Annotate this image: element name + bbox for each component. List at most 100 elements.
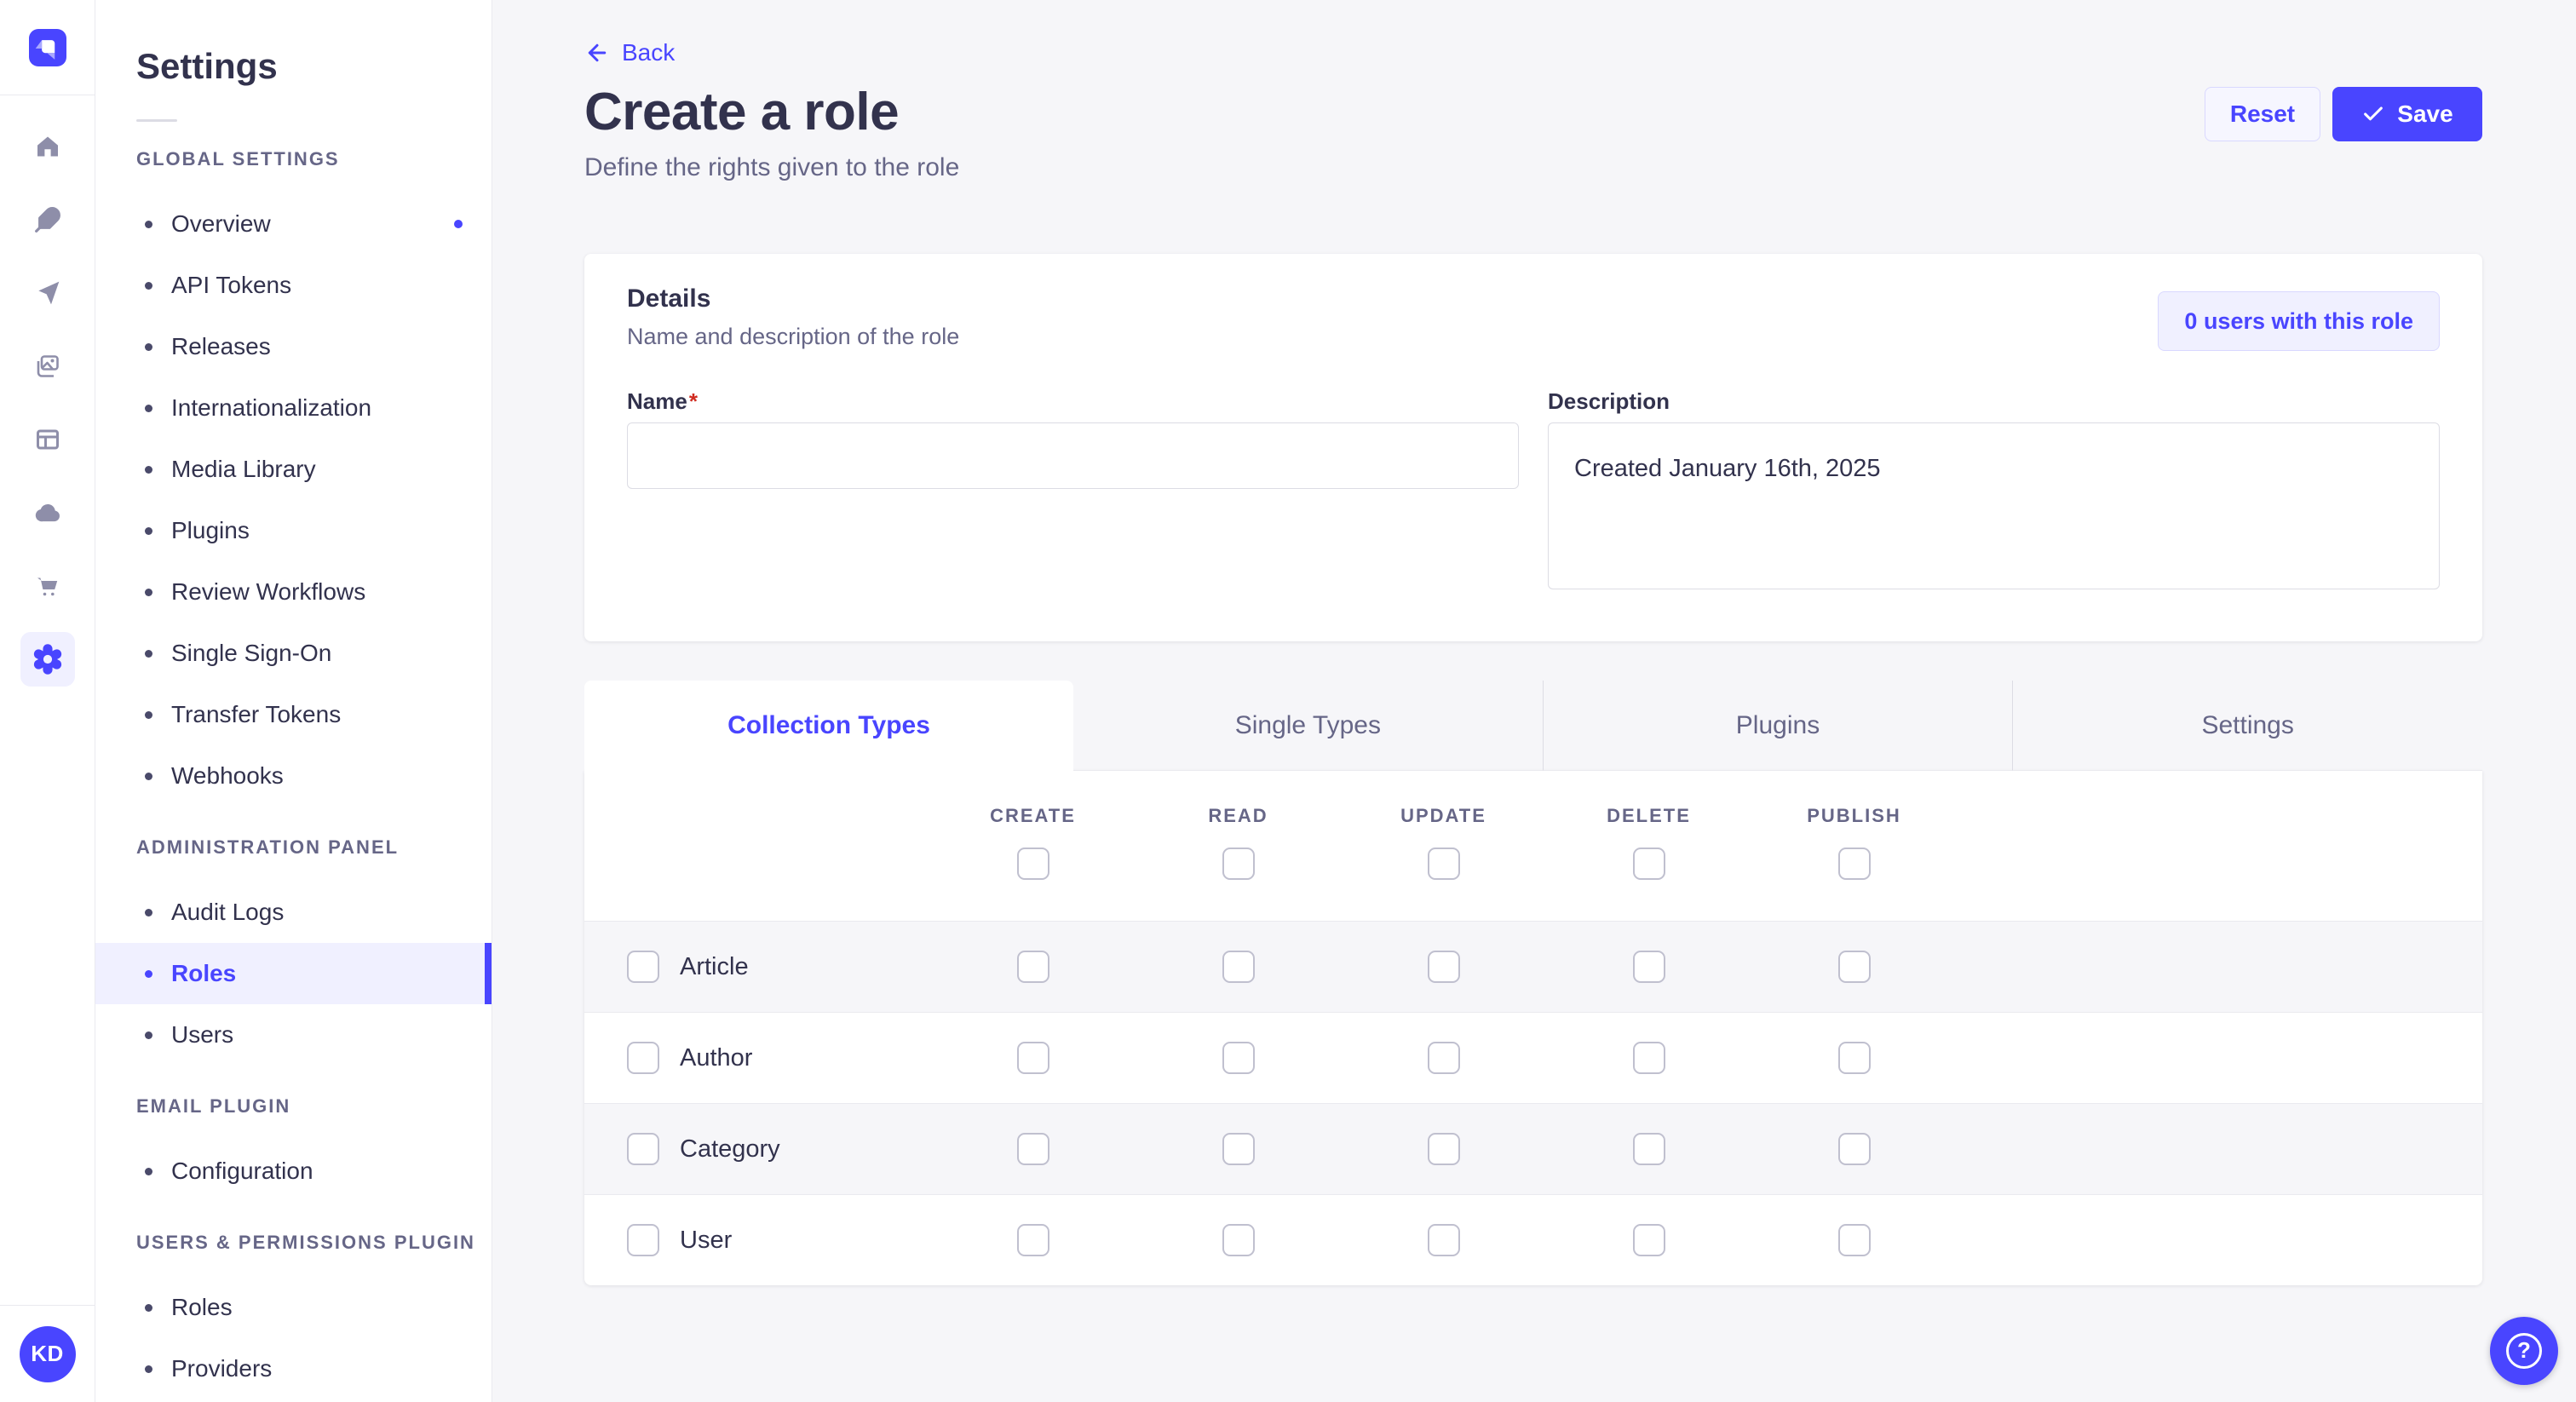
author-read-checkbox[interactable]	[1222, 1042, 1255, 1074]
bullet	[145, 342, 152, 351]
author-publish-checkbox[interactable]	[1837, 1042, 1871, 1074]
sidebar-item-webhooks[interactable]: Webhooks	[95, 745, 492, 807]
sidebar-item-roles-admin[interactable]: Roles	[95, 943, 492, 1004]
cart-icon[interactable]	[20, 559, 75, 613]
tab-settings[interactable]: Settings	[2012, 681, 2483, 771]
sidebar-item-single-sign-on[interactable]: Single Sign-On	[95, 623, 492, 684]
sidebar-item-review-workflows[interactable]: Review Workflows	[95, 561, 492, 623]
section-heading-users-permissions-plugin: Users & Permissions plugin	[136, 1232, 475, 1253]
avatar[interactable]: KD	[19, 1325, 76, 1382]
tab-collection-types[interactable]: Collection Types	[584, 681, 1073, 771]
strapi-logo-wrap[interactable]	[0, 0, 95, 95]
bullet	[145, 969, 152, 978]
sidebar-item-audit-logs[interactable]: Audit Logs	[95, 882, 492, 943]
back-link[interactable]: Back	[584, 39, 675, 66]
permissions-table: Create Read Update Delete Publish	[584, 771, 2482, 1285]
select-all-create-checkbox[interactable]	[1016, 848, 1049, 880]
main-content: Back Create a role Define the rights giv…	[492, 0, 2576, 1402]
sidebar-item-api-tokens[interactable]: API Tokens	[95, 255, 492, 316]
user-row-checkbox[interactable]	[627, 1224, 659, 1256]
author-update-checkbox[interactable]	[1427, 1042, 1460, 1074]
user-read-checkbox[interactable]	[1222, 1224, 1255, 1256]
users-with-role-badge[interactable]: 0 users with this role	[2158, 291, 2440, 351]
sidebar-item-media-library[interactable]: Media Library	[95, 439, 492, 500]
strapi-logo-icon	[28, 28, 66, 66]
sidebar-item-configuration[interactable]: Configuration	[95, 1141, 492, 1202]
article-read-checkbox[interactable]	[1222, 951, 1255, 983]
cloud-icon[interactable]	[20, 486, 75, 540]
select-all-delete-checkbox[interactable]	[1632, 848, 1665, 880]
layout-icon[interactable]	[20, 412, 75, 467]
user-delete-checkbox[interactable]	[1632, 1224, 1665, 1256]
section-heading-global-settings: Global settings	[136, 148, 340, 170]
details-fields: Name* Description Created January 16th, …	[627, 388, 2440, 594]
author-delete-checkbox[interactable]	[1632, 1042, 1665, 1074]
article-publish-checkbox[interactable]	[1837, 951, 1871, 983]
feather-icon[interactable]	[20, 192, 75, 247]
page-header-text: Create a role Define the rights given to…	[584, 85, 959, 182]
user-update-checkbox[interactable]	[1427, 1224, 1460, 1256]
tab-plugins[interactable]: Plugins	[1542, 681, 2013, 771]
table-row-article: Article	[584, 921, 2482, 1012]
sidebar-item-roles-up[interactable]: Roles	[95, 1277, 492, 1338]
bullet	[145, 588, 152, 596]
sidebar-item-providers[interactable]: Providers	[95, 1338, 492, 1399]
article-create-checkbox[interactable]	[1016, 951, 1049, 983]
author-create-checkbox[interactable]	[1016, 1042, 1049, 1074]
sidebar-item-overview[interactable]: Overview	[95, 193, 492, 255]
category-create-checkbox[interactable]	[1016, 1133, 1049, 1165]
sidebar-title-divider	[136, 119, 177, 122]
media-library-icon[interactable]	[20, 339, 75, 394]
article-row-checkbox[interactable]	[627, 951, 659, 983]
details-card-header: Details Name and description of the role…	[627, 284, 2440, 351]
category-publish-checkbox[interactable]	[1837, 1133, 1871, 1165]
bullet	[145, 772, 152, 780]
sidebar-title: Settings	[136, 46, 278, 86]
select-all-read-checkbox[interactable]	[1222, 848, 1255, 880]
section-heading-administration-panel: Administration panel	[136, 836, 400, 858]
sidebar-item-internationalization[interactable]: Internationalization	[95, 377, 492, 439]
user-create-checkbox[interactable]	[1016, 1224, 1049, 1256]
category-read-checkbox[interactable]	[1222, 1133, 1255, 1165]
settings-sidebar: Settings Global settings Overview API To…	[95, 0, 492, 1402]
category-delete-checkbox[interactable]	[1632, 1133, 1665, 1165]
name-input[interactable]	[627, 422, 1519, 489]
tab-single-types[interactable]: Single Types	[1073, 681, 1543, 771]
bullet	[145, 281, 152, 290]
name-label: Name*	[627, 388, 698, 414]
page-subtitle: Define the rights given to the role	[584, 153, 960, 181]
author-row-checkbox[interactable]	[627, 1042, 659, 1074]
article-delete-checkbox[interactable]	[1632, 951, 1665, 983]
home-icon[interactable]	[20, 119, 75, 174]
section-email-plugin: Configuration	[95, 1141, 492, 1202]
column-read: Read	[1136, 805, 1341, 880]
reset-button[interactable]: Reset	[2205, 87, 2320, 141]
question-mark-icon: ?	[2506, 1333, 2542, 1369]
paper-plane-icon[interactable]	[20, 266, 75, 320]
permissions-card: Collection Types Single Types Plugins Se…	[584, 681, 2483, 1285]
article-update-checkbox[interactable]	[1427, 951, 1460, 983]
category-update-checkbox[interactable]	[1427, 1133, 1460, 1165]
settings-gear-icon[interactable]	[20, 632, 75, 687]
category-row-checkbox[interactable]	[627, 1133, 659, 1165]
user-publish-checkbox[interactable]	[1837, 1224, 1871, 1256]
permissions-table-header: Create Read Update Delete Publish	[584, 771, 2482, 921]
section-heading-email-plugin: Email plugin	[136, 1095, 291, 1117]
sidebar-item-releases[interactable]: Releases	[95, 316, 492, 377]
sidebar-item-users[interactable]: Users	[95, 1004, 492, 1066]
sidebar-item-transfer-tokens[interactable]: Transfer Tokens	[95, 684, 492, 745]
sidebar-item-plugins[interactable]: Plugins	[95, 500, 492, 561]
rail-icon-list	[0, 95, 95, 687]
header-actions: Reset Save	[2205, 87, 2482, 141]
check-icon	[2361, 102, 2385, 126]
bullet	[145, 710, 152, 719]
select-all-publish-checkbox[interactable]	[1837, 848, 1871, 880]
select-all-update-checkbox[interactable]	[1427, 848, 1460, 880]
save-button[interactable]: Save	[2332, 87, 2482, 141]
table-row-user: User	[584, 1194, 2482, 1285]
details-card: Details Name and description of the role…	[584, 254, 2482, 641]
help-button[interactable]: ?	[2490, 1317, 2558, 1385]
column-delete: Delete	[1546, 805, 1751, 880]
description-textarea[interactable]: Created January 16th, 2025	[1548, 422, 2440, 589]
bullet	[145, 1031, 152, 1039]
